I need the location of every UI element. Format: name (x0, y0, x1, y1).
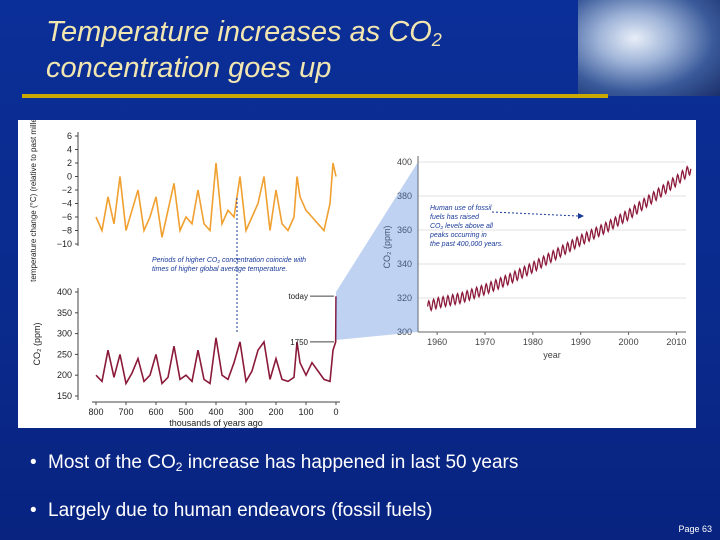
tick-label: 340 (397, 259, 412, 269)
earth-space-station-photo (578, 0, 720, 96)
tick-label: −4 (62, 199, 72, 209)
annotation-today: today (288, 292, 308, 301)
tick-label: 300 (57, 329, 72, 339)
annotation-line: fuels has raised (430, 214, 480, 221)
annotation-line: CO₂ levels above all (430, 223, 493, 230)
tick-label: 400 (208, 407, 223, 417)
tick-label: 6 (67, 131, 72, 141)
co2-history-plot: 400 350 300 250 200 150 CO₂ (ppm) 800 700 600 500 4… (32, 257, 340, 428)
tick-label: 1970 (475, 337, 495, 347)
bullet-item: • Most of the CO2 increase has happened i… (30, 452, 519, 474)
tick-label: 300 (397, 327, 412, 337)
tick-label: 0 (67, 172, 72, 182)
tick-label: 600 (148, 407, 163, 417)
tick-label: 2 (67, 158, 72, 168)
axis-label: thousands of years ago (169, 418, 263, 428)
tick-label: 150 (57, 391, 72, 401)
tick-label: 0 (333, 407, 338, 417)
slide-title: Temperature increases as CO2 concentrati… (46, 16, 442, 84)
tick-label: 1990 (571, 337, 591, 347)
annotation-coincide: Periods of higher CO₂ concentration coin… (152, 257, 306, 273)
zoom-projection (336, 162, 418, 340)
co2-modern-series-line (426, 165, 692, 313)
bullet-item: • Largely due to human endeavors (fossil … (30, 500, 433, 521)
annotation-line: Human use of fossil (430, 205, 492, 212)
dotted-arrow (491, 211, 579, 217)
tick-label: 360 (397, 225, 412, 235)
tick-label: 400 (397, 157, 412, 167)
annotation-1750: 1750 (290, 338, 308, 347)
tick-label: −6 (62, 212, 72, 222)
tick-label: 300 (238, 407, 253, 417)
tick-label: 800 (88, 407, 103, 417)
tick-label: 350 (57, 308, 72, 318)
page-number: Page 63 (678, 524, 712, 534)
tick-label: 500 (178, 407, 193, 417)
title-underline (22, 94, 608, 98)
co2-history-series-line (95, 296, 337, 386)
annotation-line: times of higher global average temperatu… (152, 266, 287, 273)
tick-label: 100 (298, 407, 313, 417)
temperature-plot: 6 4 2 0 −2 −4 −6 −8 −10 temperature change (°C) (… (29, 98, 337, 282)
tick-label: 320 (397, 293, 412, 303)
tick-label: 380 (397, 191, 412, 201)
arrow-head (578, 213, 584, 219)
tick-label: 2000 (619, 337, 639, 347)
annotation-line: peaks occurring in (429, 232, 487, 239)
tick-label: 400 (57, 287, 72, 297)
annotation-line: Periods of higher CO₂ concentration coin… (152, 257, 306, 264)
co2-modern-plot: 400 380 360 340 320 300 1960 1970 1980 1990 2000 20… (382, 156, 692, 360)
co2-temperature-chart: 6 4 2 0 −2 −4 −6 −8 −10 temperature change (°C) (… (29, 98, 692, 428)
tick-label: 700 (118, 407, 133, 417)
temperature-series-line (95, 162, 337, 238)
annotation-fossil: Human use of fossil fuels has raised CO₂ l… (429, 205, 503, 248)
tick-label: 1980 (523, 337, 543, 347)
connector-overlay (236, 162, 418, 340)
tick-label: 200 (57, 370, 72, 380)
chart-panel: 6 4 2 0 −2 −4 −6 −8 −10 temperature change (°C) (… (18, 98, 696, 428)
axis-label: year (543, 350, 561, 360)
tick-label: −8 (62, 226, 72, 236)
tick-label: 1960 (427, 337, 447, 347)
tick-label: −2 (62, 185, 72, 195)
axis-label: CO₂ (ppm) (382, 226, 392, 269)
tick-label: −10 (57, 239, 72, 249)
tick-label: 200 (268, 407, 283, 417)
annotation-line: the past 400,000 years. (430, 241, 503, 248)
tick-label: 4 (67, 145, 72, 155)
tick-label: 2010 (666, 337, 686, 347)
axis-label: CO₂ (ppm) (32, 323, 42, 366)
tick-label: 250 (57, 349, 72, 359)
axis-label: temperature change (°C) (relative to pas… (29, 120, 38, 282)
